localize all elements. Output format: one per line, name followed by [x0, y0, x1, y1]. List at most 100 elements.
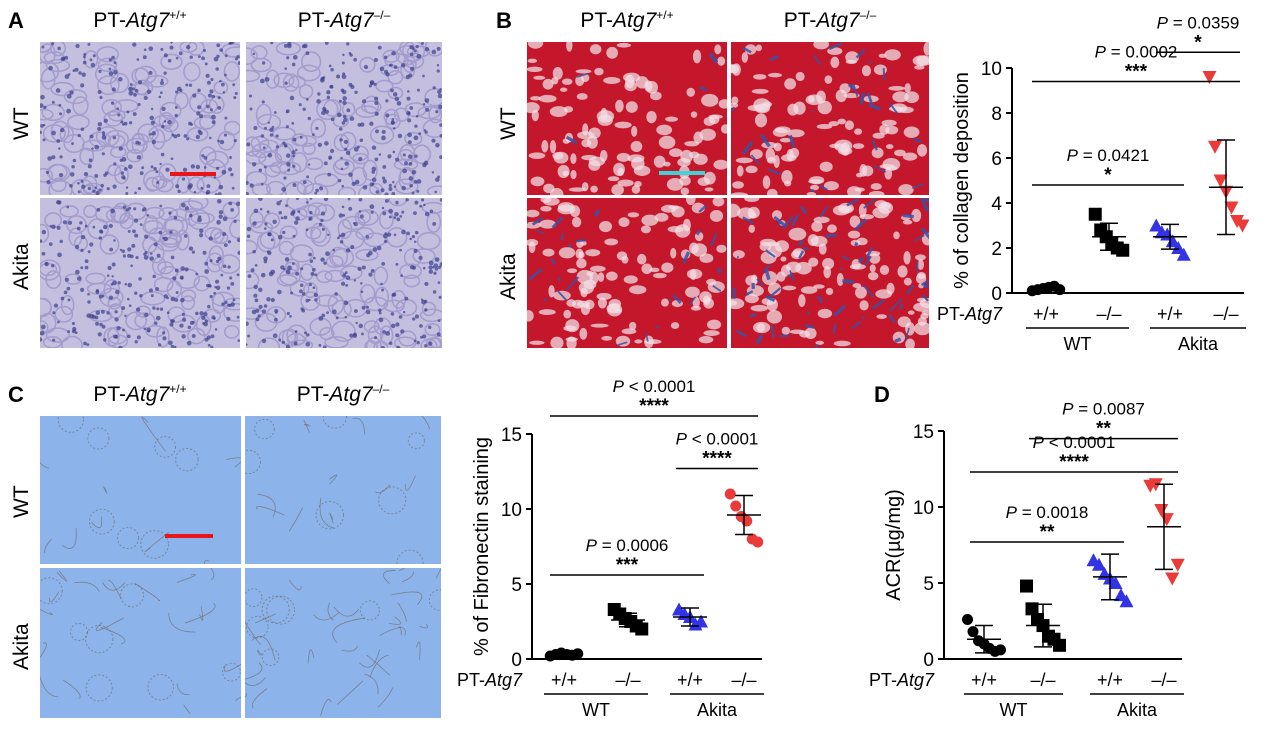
micrograph-c-wt-knockout: [245, 416, 441, 564]
micrograph-b-wt-wildtype: [527, 42, 727, 195]
p-value-label: P = 0.0006: [586, 536, 669, 555]
x-group-label: +/+: [551, 670, 577, 690]
x-group-label: +/+: [1097, 670, 1123, 690]
fibronectin-staining-chart: 0 5 10 15 % of Fibronectin staining PT-Atg7 +/…: [457, 377, 764, 720]
y-tick-label: 10: [981, 59, 1002, 80]
data-point: [1224, 201, 1239, 215]
data-point: [1108, 576, 1123, 589]
micrograph-b-akita-wildtype: [527, 198, 727, 348]
data-point: [962, 613, 973, 625]
y-tick-label: 15: [913, 422, 934, 443]
significance-stars: ****: [1059, 452, 1089, 473]
y-tick-label: 5: [511, 575, 522, 596]
panel-b-letter: B: [496, 8, 512, 33]
data-point: [1119, 594, 1134, 608]
micrograph-c-wt-wildtype: [40, 416, 241, 564]
p-value-label: P < 0.0001: [676, 430, 759, 449]
panel-c-row-label-akita: Akita: [10, 623, 33, 670]
micrograph-c-akita-wildtype: [40, 568, 241, 718]
significance-stars: ****: [702, 449, 732, 470]
micrograph-a-akita-wildtype: [40, 198, 240, 348]
data-point: [730, 500, 742, 512]
data-point: [1159, 513, 1174, 527]
data-point: [1053, 638, 1066, 652]
data-point: [1149, 218, 1164, 232]
genotype-label: WT: [1000, 700, 1028, 720]
significance-stars: **: [1040, 522, 1055, 543]
data-point: [635, 622, 649, 636]
data-point: [1170, 558, 1185, 572]
y-tick-label: 2: [991, 239, 1002, 260]
data-point: [1213, 174, 1228, 188]
genotype-label: Akita: [697, 700, 738, 720]
p-value-label: P < 0.0001: [1033, 433, 1116, 452]
y-tick-label: 4: [991, 194, 1002, 215]
x-group-label: –/–: [1213, 304, 1238, 324]
data-point: [1165, 572, 1180, 586]
y-tick-label: 8: [991, 104, 1002, 125]
panel-b-col-label-2: PT-Atg7–/–: [783, 8, 877, 32]
data-point: [1054, 284, 1066, 296]
p-value-label: P = 0.0421: [1067, 146, 1150, 165]
panel-c-col-label-2: PT-Atg7–/–: [296, 382, 390, 406]
y-tick-label: 6: [991, 149, 1002, 170]
y-axis-label: ACR(µg/mg): [883, 489, 905, 601]
panel-b-col-label-1: PT-Atg7+/+: [580, 8, 674, 32]
data-point: [995, 644, 1006, 656]
data-point: [1114, 588, 1128, 602]
data-point: [1092, 557, 1106, 571]
x-group-label: +/+: [1033, 304, 1059, 324]
panel-b-row-label-akita: Akita: [497, 253, 520, 300]
genotype-label: WT: [1064, 334, 1092, 350]
x-group-label: –/–: [731, 670, 756, 690]
data-point: [694, 614, 708, 628]
data-point: [741, 515, 753, 527]
panel-a-row-label-wt: WT: [10, 107, 33, 140]
genotype-label: Akita: [1117, 700, 1158, 720]
x-row-label: PT-Atg7: [869, 670, 935, 690]
scale-bar-a: [170, 172, 216, 176]
p-value-label: P = 0.0018: [1006, 503, 1089, 522]
genotype-label: Akita: [1178, 334, 1219, 350]
panel-a-row-label-akita: Akita: [10, 243, 33, 290]
significance-stars: ***: [1125, 62, 1148, 83]
scale-bar-b: [659, 171, 705, 175]
scale-bar-c: [165, 534, 213, 538]
significance-stars: *: [1194, 32, 1202, 53]
panel-a-col-label-2: PT-Atg7–/–: [297, 8, 391, 32]
data-point: [967, 626, 979, 638]
x-row-label: PT-Atg7: [937, 304, 1003, 324]
y-tick-label: 5: [923, 574, 934, 595]
x-row-label: PT-Atg7: [457, 670, 523, 690]
significance-stars: ****: [639, 396, 669, 417]
micrograph-a-wt-knockout: [246, 42, 442, 195]
x-group-label: –/–: [1030, 670, 1055, 690]
significance-stars: **: [1096, 419, 1111, 440]
y-axis-label: % of Fibronectin staining: [471, 437, 493, 656]
panel-d-letter: D: [874, 382, 890, 407]
data-point: [1088, 207, 1102, 221]
significance-stars: *: [1104, 165, 1112, 186]
data-point: [1020, 579, 1033, 593]
data-point: [1025, 602, 1039, 616]
micrograph-b-akita-knockout: [731, 198, 929, 348]
x-group-label: –/–: [1151, 670, 1176, 690]
data-point: [1235, 219, 1250, 233]
y-tick-label: 0: [991, 284, 1002, 305]
micrograph-a-wt-wildtype: [40, 42, 240, 195]
p-value-label: P = 0.0359: [1157, 13, 1240, 32]
y-tick-label: 10: [913, 498, 934, 519]
data-point: [1116, 243, 1130, 257]
x-group-label: +/+: [1157, 304, 1183, 324]
data-point: [1176, 247, 1191, 261]
p-value-label: P = 0.0002: [1095, 43, 1178, 62]
data-point: [1202, 71, 1217, 84]
panel-c-row-label-wt: WT: [10, 485, 33, 518]
x-group-label: –/–: [615, 670, 640, 690]
panel-b-row-label-wt: WT: [497, 107, 520, 140]
genotype-label: WT: [582, 700, 610, 720]
panel-a-col-label-1: PT-Atg7+/+: [93, 8, 187, 32]
x-group-label: +/+: [677, 670, 703, 690]
panel-a-letter: A: [8, 8, 24, 33]
data-point: [1208, 140, 1222, 154]
